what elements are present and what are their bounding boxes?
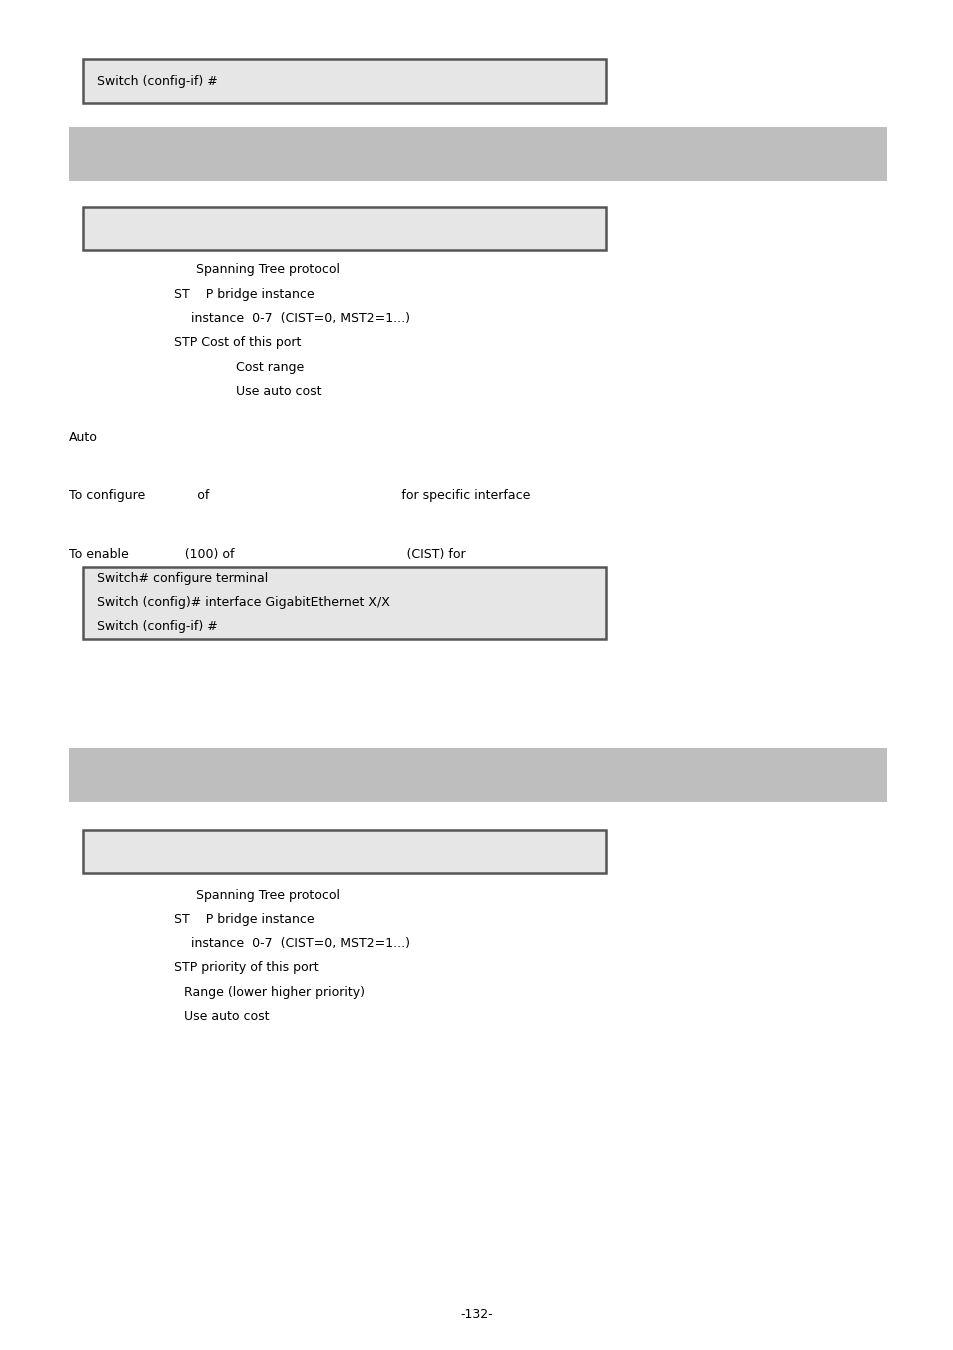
Text: Switch (config-if) #: Switch (config-if) # [97,620,218,633]
Text: ST    P bridge instance: ST P bridge instance [173,288,314,301]
Text: Switch (config)# interface GigabitEthernet X/X: Switch (config)# interface GigabitEthern… [97,597,390,609]
Bar [69,748,886,802]
Text: STP Cost of this port: STP Cost of this port [173,336,301,350]
Text: Spanning Tree protocol: Spanning Tree protocol [195,263,339,277]
Text: Cost range: Cost range [235,360,304,374]
Text: STP priority of this port: STP priority of this port [173,961,318,975]
Bar [69,127,886,181]
Bar [83,207,605,250]
Text: Switch (config-if) #: Switch (config-if) # [97,74,218,88]
Bar [83,59,605,103]
Text: -132-: -132- [460,1308,493,1322]
Text: Auto: Auto [69,431,97,444]
Text: To configure             of                                                for s: To configure of for s [69,489,530,502]
Bar [83,567,605,639]
Text: ST    P bridge instance: ST P bridge instance [173,913,314,926]
Bar [83,830,605,873]
Text: instance  0-7  (CIST=0, MST2=1...): instance 0-7 (CIST=0, MST2=1...) [191,312,410,325]
Text: Range (lower higher priority): Range (lower higher priority) [184,986,365,999]
Text: Use auto cost: Use auto cost [235,385,321,398]
Text: Switch# configure terminal: Switch# configure terminal [97,572,269,586]
Text: To enable              (100) of                                           (CIST): To enable (100) of (CIST) [69,548,465,562]
Text: instance  0-7  (CIST=0, MST2=1...): instance 0-7 (CIST=0, MST2=1...) [191,937,410,950]
Text: Use auto cost: Use auto cost [184,1010,270,1023]
Text: Spanning Tree protocol: Spanning Tree protocol [195,888,339,902]
